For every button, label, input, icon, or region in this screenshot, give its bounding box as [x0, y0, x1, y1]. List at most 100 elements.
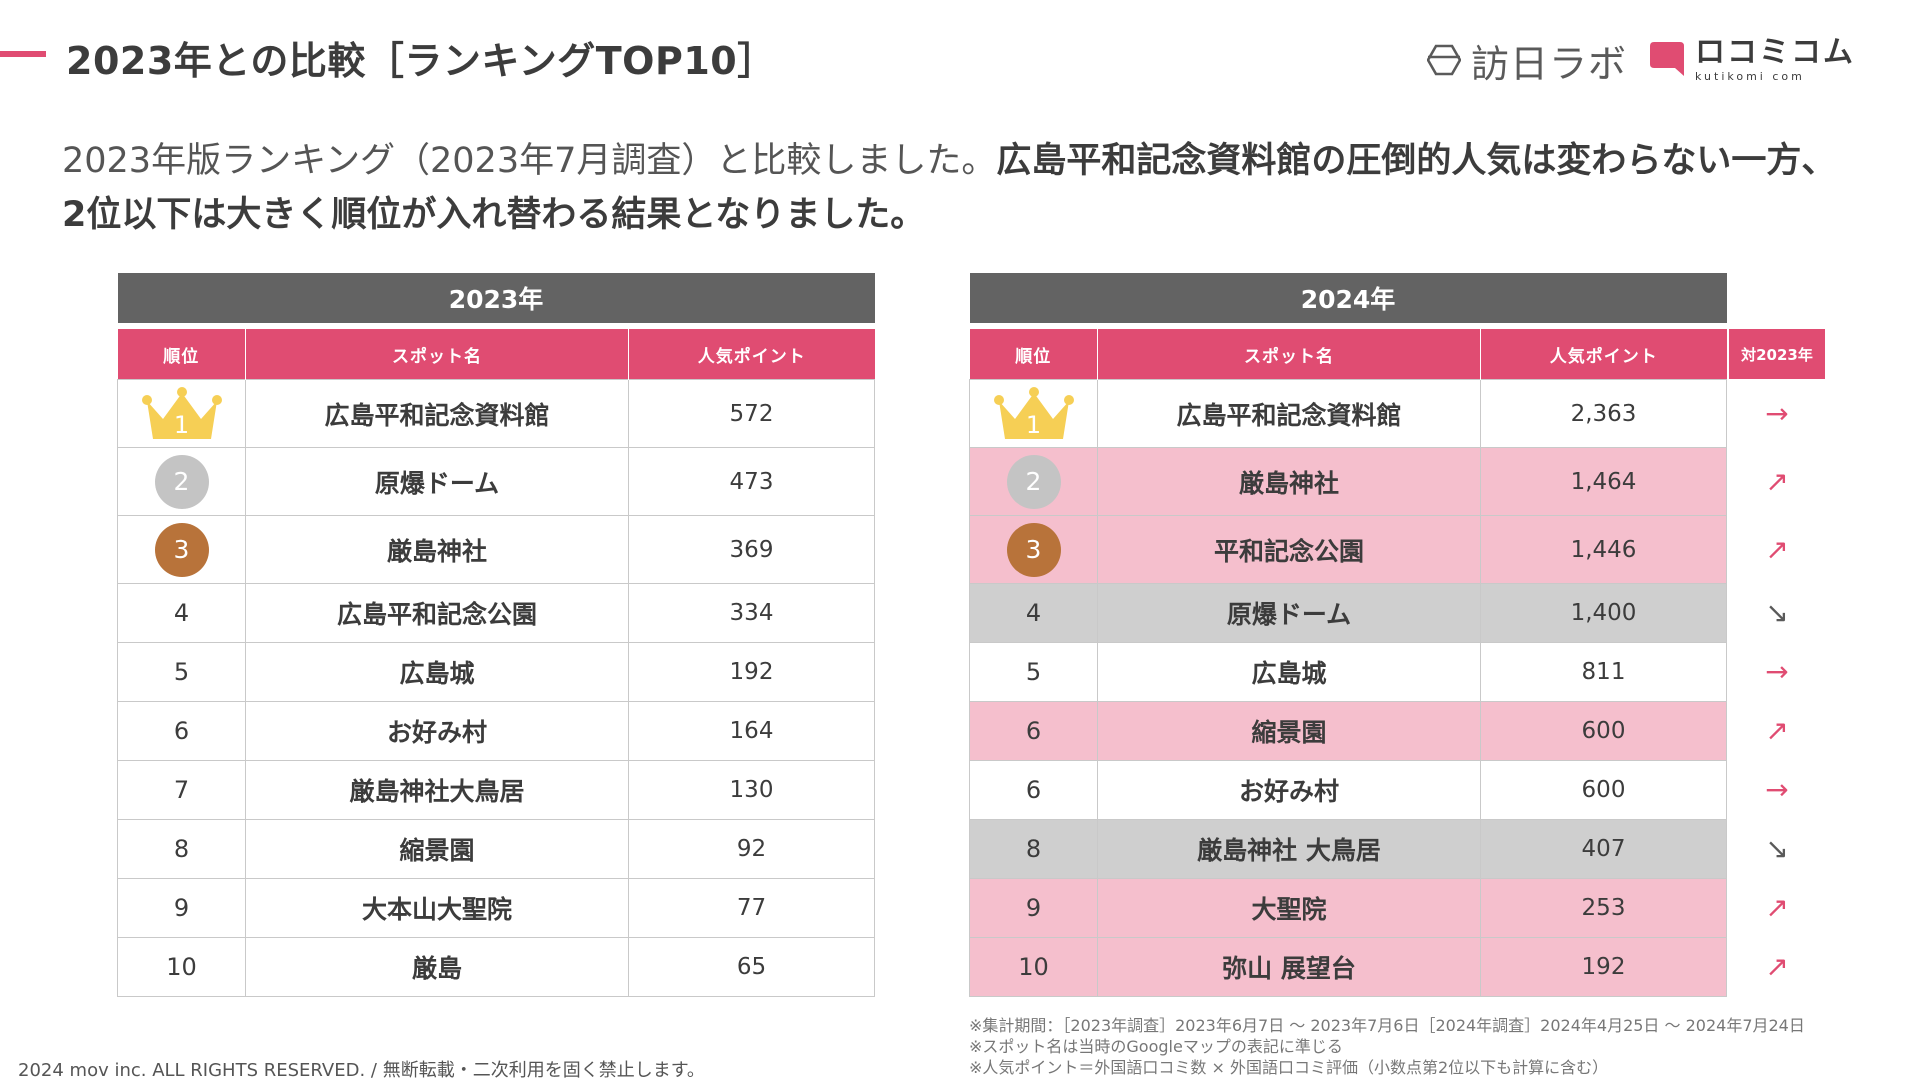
notes: ※集計期間：［2023年調査］2023年6月7日 〜 2023年7月6日［202…: [969, 1015, 1805, 1078]
rank-cell: 8: [969, 819, 1098, 879]
table-row: 6 お好み村 164: [117, 701, 875, 761]
points-cell: 2,363: [1480, 379, 1727, 448]
table-row: 7 厳島神社大鳥居 130: [117, 760, 875, 820]
column-header-compare: 対2023年: [1729, 329, 1825, 379]
points-cell: 334: [628, 583, 875, 643]
rank-cell: 1: [969, 379, 1098, 448]
page-title: 2023年との比較［ランキングTOP10］: [66, 39, 776, 83]
column-header-points: 人気ポイント: [628, 329, 875, 380]
spot-name-cell: 広島城: [245, 642, 629, 702]
rank-number: 8: [173, 835, 190, 863]
rank-number: 1: [173, 410, 190, 439]
rank-cell: 10: [117, 937, 246, 997]
rank-cell: 3: [969, 515, 1098, 584]
up-arrow-icon: ↗: [1765, 714, 1789, 747]
points-cell: 600: [1480, 701, 1727, 761]
rank-cell: 4: [969, 583, 1098, 643]
table-row: 3 平和記念公園 1,446: [969, 515, 1727, 584]
points-cell: 407: [1480, 819, 1727, 879]
kutikomi-logo-subtext: kutikomi com: [1695, 70, 1805, 83]
points-cell: 811: [1480, 642, 1727, 702]
spot-name-cell: 縮景園: [245, 819, 629, 879]
rank-cell: 9: [969, 878, 1098, 938]
rank-number: 4: [1025, 599, 1042, 627]
rank-cell: 2: [969, 447, 1098, 516]
points-cell: 77: [628, 878, 875, 938]
rank-cell: 1: [117, 379, 246, 448]
spot-name-cell: 大本山大聖院: [245, 878, 629, 938]
spot-name-cell: 厳島神社: [1097, 447, 1481, 516]
houjin-lab-logo: 訪日ラボ: [1426, 33, 1627, 88]
spot-name-cell: 広島平和記念資料館: [1097, 379, 1481, 448]
spot-name-cell: 厳島神社大鳥居: [245, 760, 629, 820]
rank-number: 10: [1018, 953, 1049, 981]
column-header-rank: 順位: [117, 329, 246, 380]
spot-name-cell: 厳島: [245, 937, 629, 997]
rank-number: 8: [1025, 835, 1042, 863]
table-row: 10 弥山 展望台 192: [969, 937, 1727, 997]
table-row: 2 原爆ドーム 473: [117, 447, 875, 516]
rank-number: 6: [1025, 776, 1042, 804]
spot-name-cell: 弥山 展望台: [1097, 937, 1481, 997]
rank-number: 9: [1025, 894, 1042, 922]
note-period: ※集計期間：［2023年調査］2023年6月7日 〜 2023年7月6日［202…: [969, 1016, 1805, 1035]
table-row: 5 広島城 811: [969, 642, 1727, 702]
ranking-table-2023: 2023年 順位 スポット名 人気ポイント 1 広島平和記念資料館 572 2 原爆ドー…: [117, 273, 875, 997]
houjin-lab-logo-text: 訪日ラボ: [1470, 41, 1627, 86]
spot-name-cell: 厳島神社: [245, 515, 629, 584]
points-cell: 1,400: [1480, 583, 1727, 643]
spot-name-cell: 広島城: [1097, 642, 1481, 702]
table-row: 1 広島平和記念資料館 2,363: [969, 379, 1727, 448]
spot-name-cell: 縮景園: [1097, 701, 1481, 761]
rank-number: 1: [1025, 410, 1042, 439]
rank-cell: 5: [969, 642, 1098, 702]
copyright-footer: 2024 mov inc. ALL RIGHTS RESERVED. / 無断転…: [18, 1060, 705, 1081]
spot-name-cell: 原爆ドーム: [1097, 583, 1481, 643]
rank-cell: 3: [117, 515, 246, 584]
points-cell: 1,446: [1480, 515, 1727, 584]
spot-name-cell: 平和記念公園: [1097, 515, 1481, 584]
points-cell: 192: [1480, 937, 1727, 997]
table-row: 10 厳島 65: [117, 937, 875, 997]
table-row: 9 大聖院 253: [969, 878, 1727, 938]
down-arrow-icon: ↘: [1765, 832, 1789, 865]
spot-name-cell: 厳島神社 大鳥居: [1097, 819, 1481, 879]
lead-text: 2023年版ランキング（2023年7月調査）と比較しました。広島平和記念資料館の…: [62, 134, 1842, 242]
spot-name-cell: 広島平和記念資料館: [245, 379, 629, 448]
kutikomi-logo-text: ロコミコム: [1695, 35, 1855, 70]
table-row: 3 厳島神社 369: [117, 515, 875, 584]
table-row: 8 縮景園 92: [117, 819, 875, 879]
spot-name-cell: お好み村: [1097, 760, 1481, 820]
year-header-2023: 2023年: [117, 273, 875, 323]
note-points-formula: ※人気ポイント＝外国語口コミ数 × 外国語口コミ評価（小数点第2位以下も計算に含…: [969, 1058, 1609, 1077]
rank-number: 5: [1025, 658, 1042, 686]
year-header-2024: 2024年: [969, 273, 1727, 323]
rank-number: 7: [173, 776, 190, 804]
note-spot-names: ※スポット名は当時のGoogleマップの表記に準じる: [969, 1037, 1343, 1056]
rank-cell: 6: [969, 701, 1098, 761]
points-cell: 164: [628, 701, 875, 761]
spot-name-cell: 原爆ドーム: [245, 447, 629, 516]
spot-name-cell: お好み村: [245, 701, 629, 761]
ranking-table-2024: 2024年 順位 スポット名 人気ポイント 1 広島平和記念資料館 2,363 2 厳島…: [969, 273, 1727, 997]
rank-cell: 6: [969, 760, 1098, 820]
column-header-points: 人気ポイント: [1480, 329, 1727, 380]
flat-arrow-icon: →: [1765, 655, 1789, 688]
up-arrow-icon: ↗: [1765, 950, 1789, 983]
rank-cell: 6: [117, 701, 246, 761]
points-cell: 65: [628, 937, 875, 997]
column-header-rank: 順位: [969, 329, 1098, 380]
flat-arrow-icon: →: [1765, 396, 1789, 430]
points-cell: 1,464: [1480, 447, 1727, 516]
logo-group: 訪日ラボ ロコミコム kutikomi com: [1426, 36, 1855, 86]
rank-number: 4: [173, 599, 190, 627]
points-cell: 130: [628, 760, 875, 820]
rank-cell: 7: [117, 760, 246, 820]
points-cell: 572: [628, 379, 875, 448]
rank-cell: 4: [117, 583, 246, 643]
rank-number: 10: [166, 953, 197, 981]
table-row: 2 厳島神社 1,464: [969, 447, 1727, 516]
up-arrow-icon: ↗: [1765, 532, 1789, 566]
column-header-spot: スポット名: [245, 329, 629, 380]
kutikomi-logo: ロコミコム kutikomi com: [1649, 38, 1855, 82]
